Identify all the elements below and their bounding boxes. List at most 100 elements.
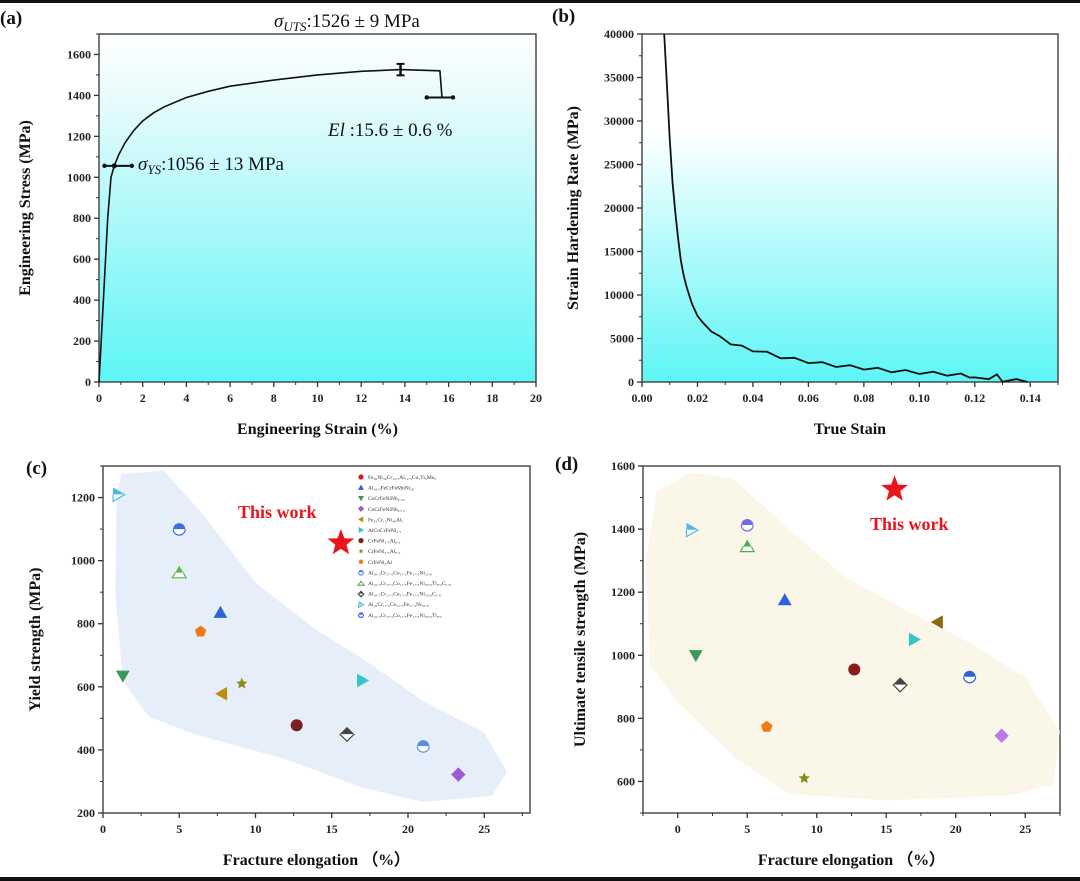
- y-tick-label: 400: [73, 293, 91, 307]
- marker-triangle-right: [357, 673, 370, 688]
- marker-half-fill: [685, 529, 700, 538]
- x-tick-label: 0.02: [687, 391, 708, 405]
- y-tick-label: 30000: [604, 114, 634, 128]
- x-tick-label: 0.00: [632, 391, 653, 405]
- x-tick-label: 0.10: [909, 391, 930, 405]
- marker-half-fill: [112, 494, 127, 503]
- ys-error-cap: [129, 163, 134, 169]
- x-tick-label: 0: [675, 822, 681, 836]
- x-tick-label: 16: [443, 391, 455, 405]
- y-tick-label: 1000: [71, 554, 95, 568]
- x-tick-label: 14: [399, 391, 411, 405]
- y-tick-label: 800: [73, 211, 91, 225]
- marker-star: [236, 677, 248, 689]
- plot-area: [641, 33, 1059, 383]
- marker-half-fill: [338, 734, 356, 743]
- y-tick-label: 200: [73, 334, 91, 348]
- x-tick-label: 0.08: [853, 391, 874, 405]
- x-tick-label: 2: [140, 391, 146, 405]
- marker-half-fill: [357, 593, 365, 598]
- y-tick-label: 1400: [67, 88, 91, 102]
- y-tick-label: 1200: [611, 585, 635, 599]
- y-tick-label: 1000: [67, 170, 91, 184]
- hardening-rate-curve: [663, 33, 1028, 383]
- x-tick-label: 20: [530, 391, 542, 405]
- this-work-label: This work: [238, 502, 317, 522]
- top-border: [0, 0, 1080, 3]
- x-tick-label: 15: [326, 822, 338, 836]
- marker-diamond: [357, 505, 365, 512]
- y-tick-label: 1600: [611, 459, 635, 473]
- panel-b: 0.00 0.02 0.04 0.06 0.08 0.10 0.12 0.14 0 5000 100…: [552, 6, 1059, 438]
- y-tick-label: 800: [77, 617, 95, 631]
- x-tick-label: 5: [176, 822, 182, 836]
- this-work-star: [881, 475, 908, 501]
- el-error-cap: [450, 95, 456, 100]
- x-tick-label: 25: [478, 822, 490, 836]
- marker-half-fill: [739, 546, 756, 553]
- panel-a: 0 2 4 6 8 10 12 14 16 18 2002004006008001000120014…: [0, 8, 542, 438]
- legend-entry: Al₁₀.₅Cr₁₇.₅Co₁₇.₅Fe₁₇.₅Ni₃₅.₀Ti₀.₅: [368, 613, 442, 619]
- property-region: [645, 472, 1060, 801]
- marker-triangle-left: [930, 615, 943, 630]
- ys-error-cap: [102, 163, 107, 169]
- legend-entry: CrFeNi₂.₅Al₀.₃: [368, 549, 401, 555]
- elongation-annotation: El :15.6 ± 0.6 %: [327, 120, 453, 141]
- marker-triangle-left: [358, 516, 364, 523]
- y-tick-label: 1200: [71, 491, 95, 505]
- legend-entry: Al₁₀.₅Cr₁₇.₅Co₁₇.₅Fe₁₇.₅Ni₃₅.₀: [368, 570, 432, 576]
- x-tick-label: 12: [355, 391, 367, 405]
- y-axis-label: Ultimate tensile strength (MPa): [572, 532, 589, 747]
- x-tick-label: 4: [183, 391, 189, 405]
- panel-label: (d): [555, 454, 578, 475]
- legend-entry: Al₁₀Cr₁₇.₅Co₁₇.₅Fe₁₇.₅Ni₃₅.₀: [368, 602, 429, 608]
- y-tick-label: 800: [617, 711, 635, 725]
- legend-entry: CoCrFeNiNb₀.₂₅: [368, 496, 405, 502]
- y-tick-label: 10000: [604, 288, 634, 302]
- marker-half-fill: [358, 604, 365, 609]
- marker-triangle-down: [358, 495, 364, 502]
- x-tick-label: 0: [100, 822, 106, 836]
- x-tick-label: 6: [227, 391, 233, 405]
- x-tick-label: 8: [271, 391, 277, 405]
- legend-entry: Al₁₀.₅Cr₁₇.₅Co₁₇.₅Fe₁₇.₅Ni₃₅.₀C₁.₀: [368, 592, 441, 598]
- panel-label: (c): [26, 458, 47, 479]
- marker-half-fill: [892, 684, 909, 693]
- marker-triangle-up: [213, 605, 228, 618]
- marker-triangle-down: [115, 670, 130, 683]
- legend-entry: Fe₃₅Cr₁₅Ni₄₀Al₅: [368, 517, 404, 523]
- marker-half-fill: [357, 583, 365, 586]
- marker-half-fill: [357, 614, 365, 618]
- legend-entry: Al₁₆.₅FeCrFeMnNi₅₀: [368, 486, 414, 492]
- this-work-label: This work: [870, 514, 949, 534]
- marker-triangle-left: [215, 686, 228, 701]
- y-tick-label: 15000: [604, 245, 634, 259]
- x-tick-label: 10: [250, 822, 262, 836]
- ys-point: [111, 163, 117, 169]
- marker-diamond: [994, 728, 1009, 743]
- x-tick-label: 20: [402, 822, 414, 836]
- y-tick-label: 400: [77, 743, 95, 757]
- x-tick-label: 15: [880, 822, 892, 836]
- legend-entry: CrFeNi₂.₅Al₀.₃: [368, 539, 401, 545]
- x-axis-label: Engineering Strain (%): [237, 421, 398, 438]
- marker-circle: [848, 663, 861, 676]
- marker-half-fill: [172, 529, 186, 536]
- panel-label: (b): [552, 6, 575, 27]
- legend-entry: CoCrFeNiNb₀.₁₅: [368, 507, 405, 513]
- marker-star: [358, 548, 364, 554]
- marker-triangle-down: [688, 650, 703, 663]
- x-tick-label: 18: [486, 391, 498, 405]
- x-tick-label: 0.14: [1020, 391, 1041, 405]
- y-tick-label: 1400: [611, 522, 635, 536]
- plot-area: [98, 33, 537, 383]
- panel-c: 0 5 10 15 20 25 200 400 600 800 1000 1200 Fracture e…: [26, 458, 531, 869]
- x-tick-label: 5: [744, 822, 750, 836]
- x-tick-label: 0.12: [964, 391, 985, 405]
- marker-half-fill: [171, 572, 188, 579]
- y-tick-label: 200: [77, 806, 95, 820]
- y-axis-label: Strain Hardening Rate (MPa): [565, 106, 582, 310]
- y-tick-label: 600: [73, 252, 91, 266]
- x-tick-label: 10: [312, 391, 324, 405]
